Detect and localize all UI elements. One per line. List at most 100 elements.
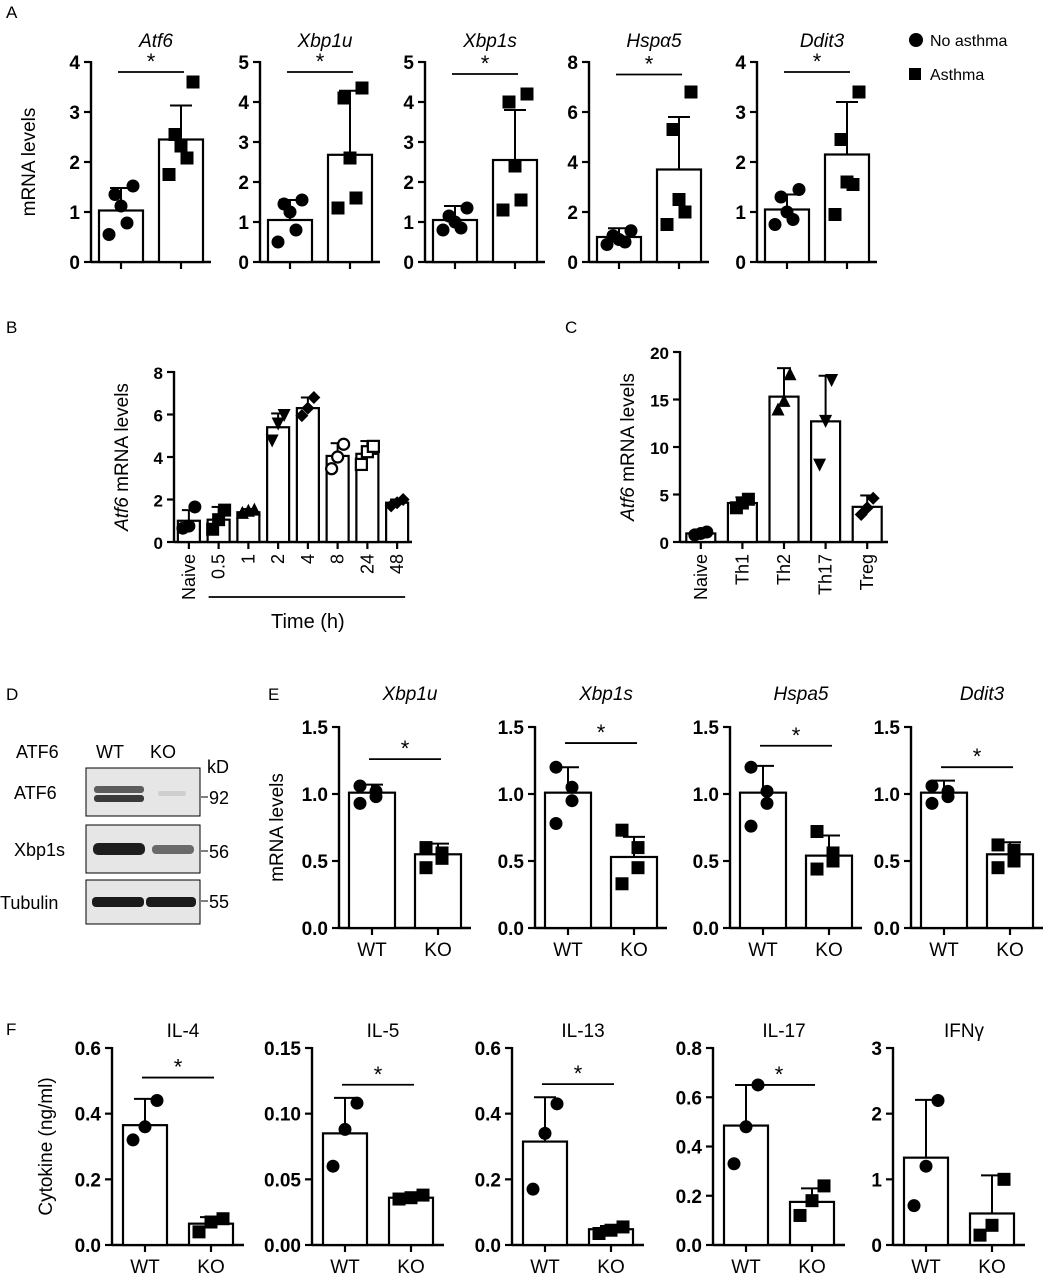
data-point-wt <box>138 1120 152 1134</box>
y-axis-label: Atf6 mRNA levels <box>112 383 133 532</box>
data-point-no-asthma <box>774 190 788 204</box>
data-point-asthma <box>343 151 357 165</box>
blot-marker-92: 92 <box>209 788 229 808</box>
significance-star: * <box>597 720 606 745</box>
y-tick-label: 5 <box>403 53 414 74</box>
x-tick-label-ko: KO <box>197 1257 224 1278</box>
data-point-ko <box>435 846 449 860</box>
x-tick-label-th1: Th1 <box>732 554 752 585</box>
legend-label-asthma: Asthma <box>930 67 984 84</box>
data-point-no-asthma <box>120 216 134 230</box>
data-point-th2 <box>777 393 791 407</box>
y-tick-label: 0 <box>238 253 249 274</box>
data-point-wt <box>526 1182 540 1196</box>
chart-title: IL-13 <box>561 1021 604 1042</box>
y-tick-label: 0.15 <box>264 1039 301 1060</box>
data-point-1 <box>247 502 261 516</box>
x-tick-label-ko: KO <box>397 1257 424 1278</box>
y-tick-label: 1.5 <box>874 718 901 739</box>
data-point-8 <box>331 450 345 464</box>
chart-a-xbp1u-1: 0 1 2 3 4 5 Xbp1u* <box>238 31 380 274</box>
y-tick-label: 0.5 <box>498 852 525 873</box>
x-tick-label-wt: WT <box>748 940 778 961</box>
data-point-24 <box>354 457 368 472</box>
data-point-ko <box>604 1223 618 1237</box>
data-point-asthma <box>502 95 516 109</box>
y-tick-label: 0 <box>154 534 163 553</box>
y-tick-label: 1 <box>238 213 249 234</box>
data-point-treg <box>866 491 880 505</box>
y-tick-label: 5 <box>660 487 669 506</box>
y-axis-label-italic: Atf6 <box>618 487 639 522</box>
data-point-wt <box>941 784 955 798</box>
y-tick-label: 1 <box>69 203 80 224</box>
y-axis-label: Atf6 mRNA levels <box>618 373 639 522</box>
x-tick-label-ko: KO <box>424 940 451 961</box>
data-point-wt <box>326 1159 340 1173</box>
data-point-asthma <box>349 191 363 205</box>
data-point-8 <box>325 462 339 476</box>
data-point-no-asthma <box>606 229 620 243</box>
chart-title: IL-5 <box>367 1021 400 1042</box>
bar-4 <box>295 407 320 544</box>
blot-band-atf6-wt-lower <box>94 795 144 802</box>
y-tick-label: 2 <box>735 153 746 174</box>
data-point-no-asthma <box>442 209 456 223</box>
significance-star: * <box>374 1062 383 1087</box>
blot-band-tubulin-ko <box>146 897 196 907</box>
y-tick-label: 3 <box>735 103 746 124</box>
y-tick-label: 4 <box>238 93 249 114</box>
data-point-24 <box>366 439 380 453</box>
panel-label-b: B <box>6 318 17 337</box>
y-tick-label: 2 <box>154 492 163 511</box>
x-tick-label-wt: WT <box>330 1257 360 1278</box>
blot-marker-56: 56 <box>209 842 229 862</box>
y-tick-label: 6 <box>154 407 163 426</box>
y-tick-label: 1.0 <box>693 785 719 806</box>
western-blot: ATF6 WT KO kD ATF6 Xbp1s Tubulin 92 56 5… <box>0 742 229 925</box>
y-tick-label: 4 <box>735 53 746 74</box>
data-point-wt <box>565 794 579 808</box>
y-tick-label: 1.5 <box>302 718 329 739</box>
y-tick-label: 3 <box>69 103 80 124</box>
y-tick-label: 1 <box>735 203 746 224</box>
data-point-2 <box>277 409 291 422</box>
data-point-asthma <box>828 208 842 221</box>
y-tick-label: 0.4 <box>676 1138 703 1159</box>
x-tick-label-24: 24 <box>357 554 377 574</box>
y-tick-label: 3 <box>403 133 414 154</box>
y-axis-label-rest: mRNA levels <box>112 383 133 497</box>
data-point-naive <box>182 519 196 533</box>
data-point-no-asthma <box>295 193 309 207</box>
y-tick-label: 0.4 <box>75 1105 102 1126</box>
blot-row-label-atf6: ATF6 <box>14 783 57 803</box>
data-point-ko <box>810 862 824 876</box>
legend-label-no-asthma: No asthma <box>930 33 1007 50</box>
data-point-ko <box>817 1179 831 1193</box>
y-tick-label: 3 <box>238 133 249 154</box>
blot-kd-label: kD <box>207 757 229 777</box>
y-tick-label: 0.0 <box>75 1236 101 1257</box>
chart-c-atf6-mrna-6: 0 5 10 15 20 Atf6 mRNA levels Naive Th1 Th2 Th17 T… <box>618 344 888 600</box>
significance-star: * <box>574 1061 583 1086</box>
x-tick-label-2: 2 <box>268 554 288 564</box>
x-tick-label-wt: WT <box>731 1257 761 1278</box>
y-tick-label: 4 <box>567 153 578 174</box>
y-tick-label: 0 <box>735 253 746 274</box>
data-point-wt <box>549 816 563 830</box>
chart-f-ifn-15: 0 1 2 3 IFNγ WT KO <box>871 1021 1025 1278</box>
y-tick-label: 2 <box>871 1105 882 1126</box>
y-tick-label: 0.0 <box>498 919 524 940</box>
data-point-asthma <box>514 193 528 207</box>
data-point-wt <box>744 760 758 774</box>
y-tick-label: 3 <box>871 1039 882 1060</box>
chart-e-ddit3-10: 0.0 0.5 1.0 1.5 Ddit3 WT KO * <box>874 684 1043 961</box>
data-point-th2 <box>771 402 785 416</box>
data-point-wt <box>150 1094 164 1108</box>
blot-row-label-tubulin: Tubulin <box>0 893 58 913</box>
data-point-ko <box>991 861 1005 875</box>
x-tick-label-wt: WT <box>130 1257 160 1278</box>
y-tick-label: 0 <box>871 1236 882 1257</box>
